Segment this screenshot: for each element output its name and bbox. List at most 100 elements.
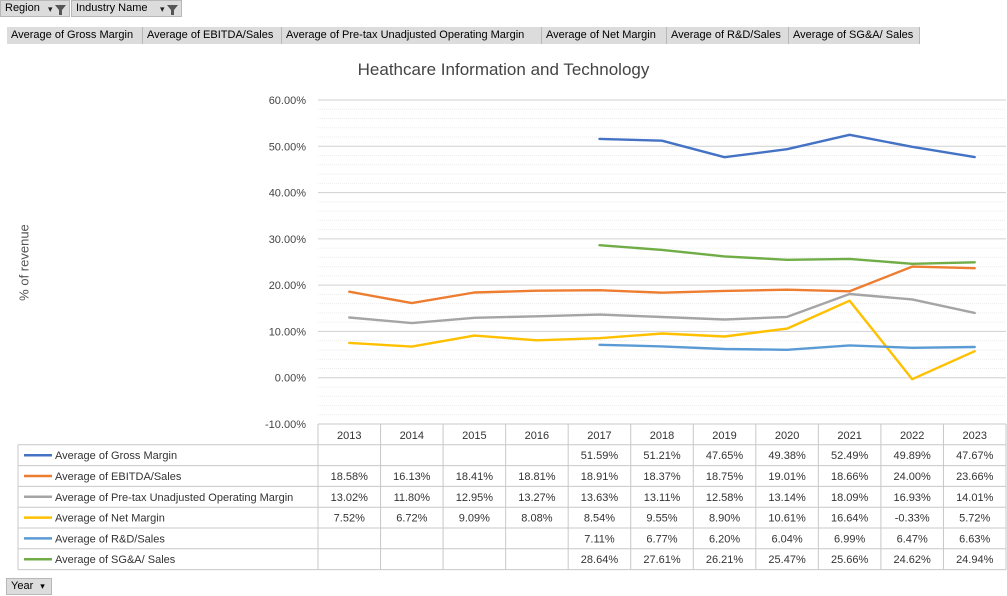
- dropdown-arrow-icon: ▾: [40, 581, 45, 591]
- chart-title: Heathcare Information and Technology: [357, 60, 650, 79]
- dropdown-arrow-icon[interactable]: ▾: [160, 2, 178, 17]
- data-table-value: 18.09%: [831, 492, 869, 504]
- legend-entry: Average of Net Margin: [55, 513, 165, 525]
- series-line: [348, 265, 976, 305]
- series-line: [598, 133, 976, 159]
- x-tick-label: 2021: [837, 430, 861, 442]
- data-table-value: 23.66%: [956, 471, 994, 483]
- data-table-value: 6.20%: [709, 533, 740, 545]
- data-table-value: 24.94%: [956, 554, 994, 566]
- data-table-value: 14.01%: [956, 492, 994, 504]
- data-table-value: 18.91%: [581, 471, 619, 483]
- data-table-value: 9.55%: [646, 513, 677, 525]
- x-tick-label: 2017: [587, 430, 611, 442]
- series-line: [348, 292, 976, 325]
- series-line: [348, 299, 976, 381]
- data-table-value: 12.95%: [456, 492, 494, 504]
- data-table-value: 51.21%: [643, 450, 681, 462]
- series-line: [598, 343, 976, 351]
- data-table-value: 13.14%: [768, 492, 806, 504]
- data-table-value: 16.13%: [393, 471, 431, 483]
- data-table-value: 24.62%: [894, 554, 932, 566]
- legend-entry: Average of Pre-tax Unadjusted Operating …: [55, 492, 293, 504]
- value-button-rd-sales[interactable]: Average of R&D/Sales: [667, 27, 789, 44]
- x-tick-label: 2020: [775, 430, 799, 442]
- y-tick-label: 10.00%: [269, 326, 307, 338]
- x-tick-label: 2013: [337, 430, 361, 442]
- data-table-value: 7.11%: [584, 533, 615, 545]
- value-button-net-margin[interactable]: Average of Net Margin: [542, 27, 667, 44]
- legend-entry: Average of SG&A/ Sales: [55, 554, 176, 566]
- data-table-value: 18.41%: [456, 471, 494, 483]
- data-table-value: 26.21%: [706, 554, 744, 566]
- y-tick-label: 0.00%: [275, 373, 306, 385]
- data-table-value: 28.64%: [581, 554, 619, 566]
- data-table-value: 11.80%: [394, 492, 431, 504]
- data-table-value: 6.99%: [834, 533, 865, 545]
- data-table-value: 18.75%: [706, 471, 744, 483]
- y-tick-label: 20.00%: [269, 280, 307, 292]
- data-table-value: 18.66%: [831, 471, 869, 483]
- y-tick-label: -10.00%: [265, 419, 306, 431]
- data-table-value: 18.81%: [518, 471, 556, 483]
- data-table-value: 8.08%: [521, 513, 552, 525]
- data-table-value: 9.09%: [459, 513, 490, 525]
- data-table-value: 10.61%: [768, 513, 806, 525]
- dropdown-arrow-icon[interactable]: ▾: [48, 2, 66, 17]
- data-table-value: 19.01%: [768, 471, 806, 483]
- data-table-value: 49.89%: [894, 450, 932, 462]
- year-axis-button[interactable]: Year ▾: [6, 578, 52, 595]
- data-table-value: 51.59%: [581, 450, 619, 462]
- data-table-value: 16.64%: [831, 513, 869, 525]
- data-table-value: 25.47%: [768, 554, 806, 566]
- x-tick-label: 2022: [900, 430, 924, 442]
- legend-entry: Average of EBITDA/Sales: [55, 471, 182, 483]
- data-table-value: 18.37%: [643, 471, 681, 483]
- data-table-value: 27.61%: [643, 554, 681, 566]
- x-tick-label: 2023: [962, 430, 986, 442]
- data-table-value: 13.02%: [331, 492, 369, 504]
- data-table-value: 12.58%: [706, 492, 744, 504]
- data-table-value: 16.93%: [894, 492, 932, 504]
- data-table-value: 7.52%: [334, 513, 365, 525]
- funnel-filter-icon: [55, 4, 66, 15]
- data-table-value: 6.72%: [396, 513, 427, 525]
- x-tick-label: 2016: [525, 430, 549, 442]
- value-button-ebitda-sales[interactable]: Average of EBITDA/Sales: [143, 27, 282, 44]
- data-table-value: 6.47%: [897, 533, 928, 545]
- region-filter-label: Region: [5, 2, 40, 14]
- data-table-value: 47.65%: [706, 450, 744, 462]
- data-table-value: 13.11%: [644, 492, 681, 504]
- data-table-value: 8.90%: [709, 513, 740, 525]
- year-axis-label: Year: [11, 580, 34, 592]
- data-table-value: 6.04%: [771, 533, 802, 545]
- data-table-value: 47.67%: [956, 450, 994, 462]
- x-tick-label: 2014: [400, 430, 424, 442]
- value-button-pretax-operating-margin[interactable]: Average of Pre-tax Unadjusted Operating …: [282, 27, 542, 44]
- data-table-value: 5.72%: [959, 513, 990, 525]
- legend-entry: Average of Gross Margin: [55, 450, 177, 462]
- y-tick-label: 50.00%: [269, 141, 307, 153]
- industry-filter-button[interactable]: Industry Name ▾: [71, 0, 182, 17]
- x-tick-label: 2018: [650, 430, 674, 442]
- data-table-value: 6.63%: [959, 533, 990, 545]
- data-table-value: -0.33%: [895, 513, 930, 525]
- y-tick-label: 60.00%: [269, 95, 307, 107]
- y-tick-label: 40.00%: [269, 188, 307, 200]
- data-table-value: 25.66%: [831, 554, 869, 566]
- data-table-value: 24.00%: [894, 471, 932, 483]
- data-table-value: 6.77%: [646, 533, 677, 545]
- legend-entry: Average of R&D/Sales: [55, 533, 165, 545]
- y-tick-label: 30.00%: [269, 234, 307, 246]
- value-button-sga-sales[interactable]: Average of SG&A/ Sales: [789, 27, 920, 44]
- series-line: [598, 244, 976, 265]
- data-table-value: 18.58%: [331, 471, 369, 483]
- data-table-value: 13.27%: [518, 492, 556, 504]
- funnel-filter-icon: [167, 4, 178, 15]
- industry-filter-label: Industry Name: [76, 2, 148, 14]
- region-filter-button[interactable]: Region ▾: [0, 0, 70, 17]
- data-table-value: 49.38%: [768, 450, 806, 462]
- value-button-gross-margin[interactable]: Average of Gross Margin: [7, 27, 143, 44]
- x-tick-label: 2019: [712, 430, 736, 442]
